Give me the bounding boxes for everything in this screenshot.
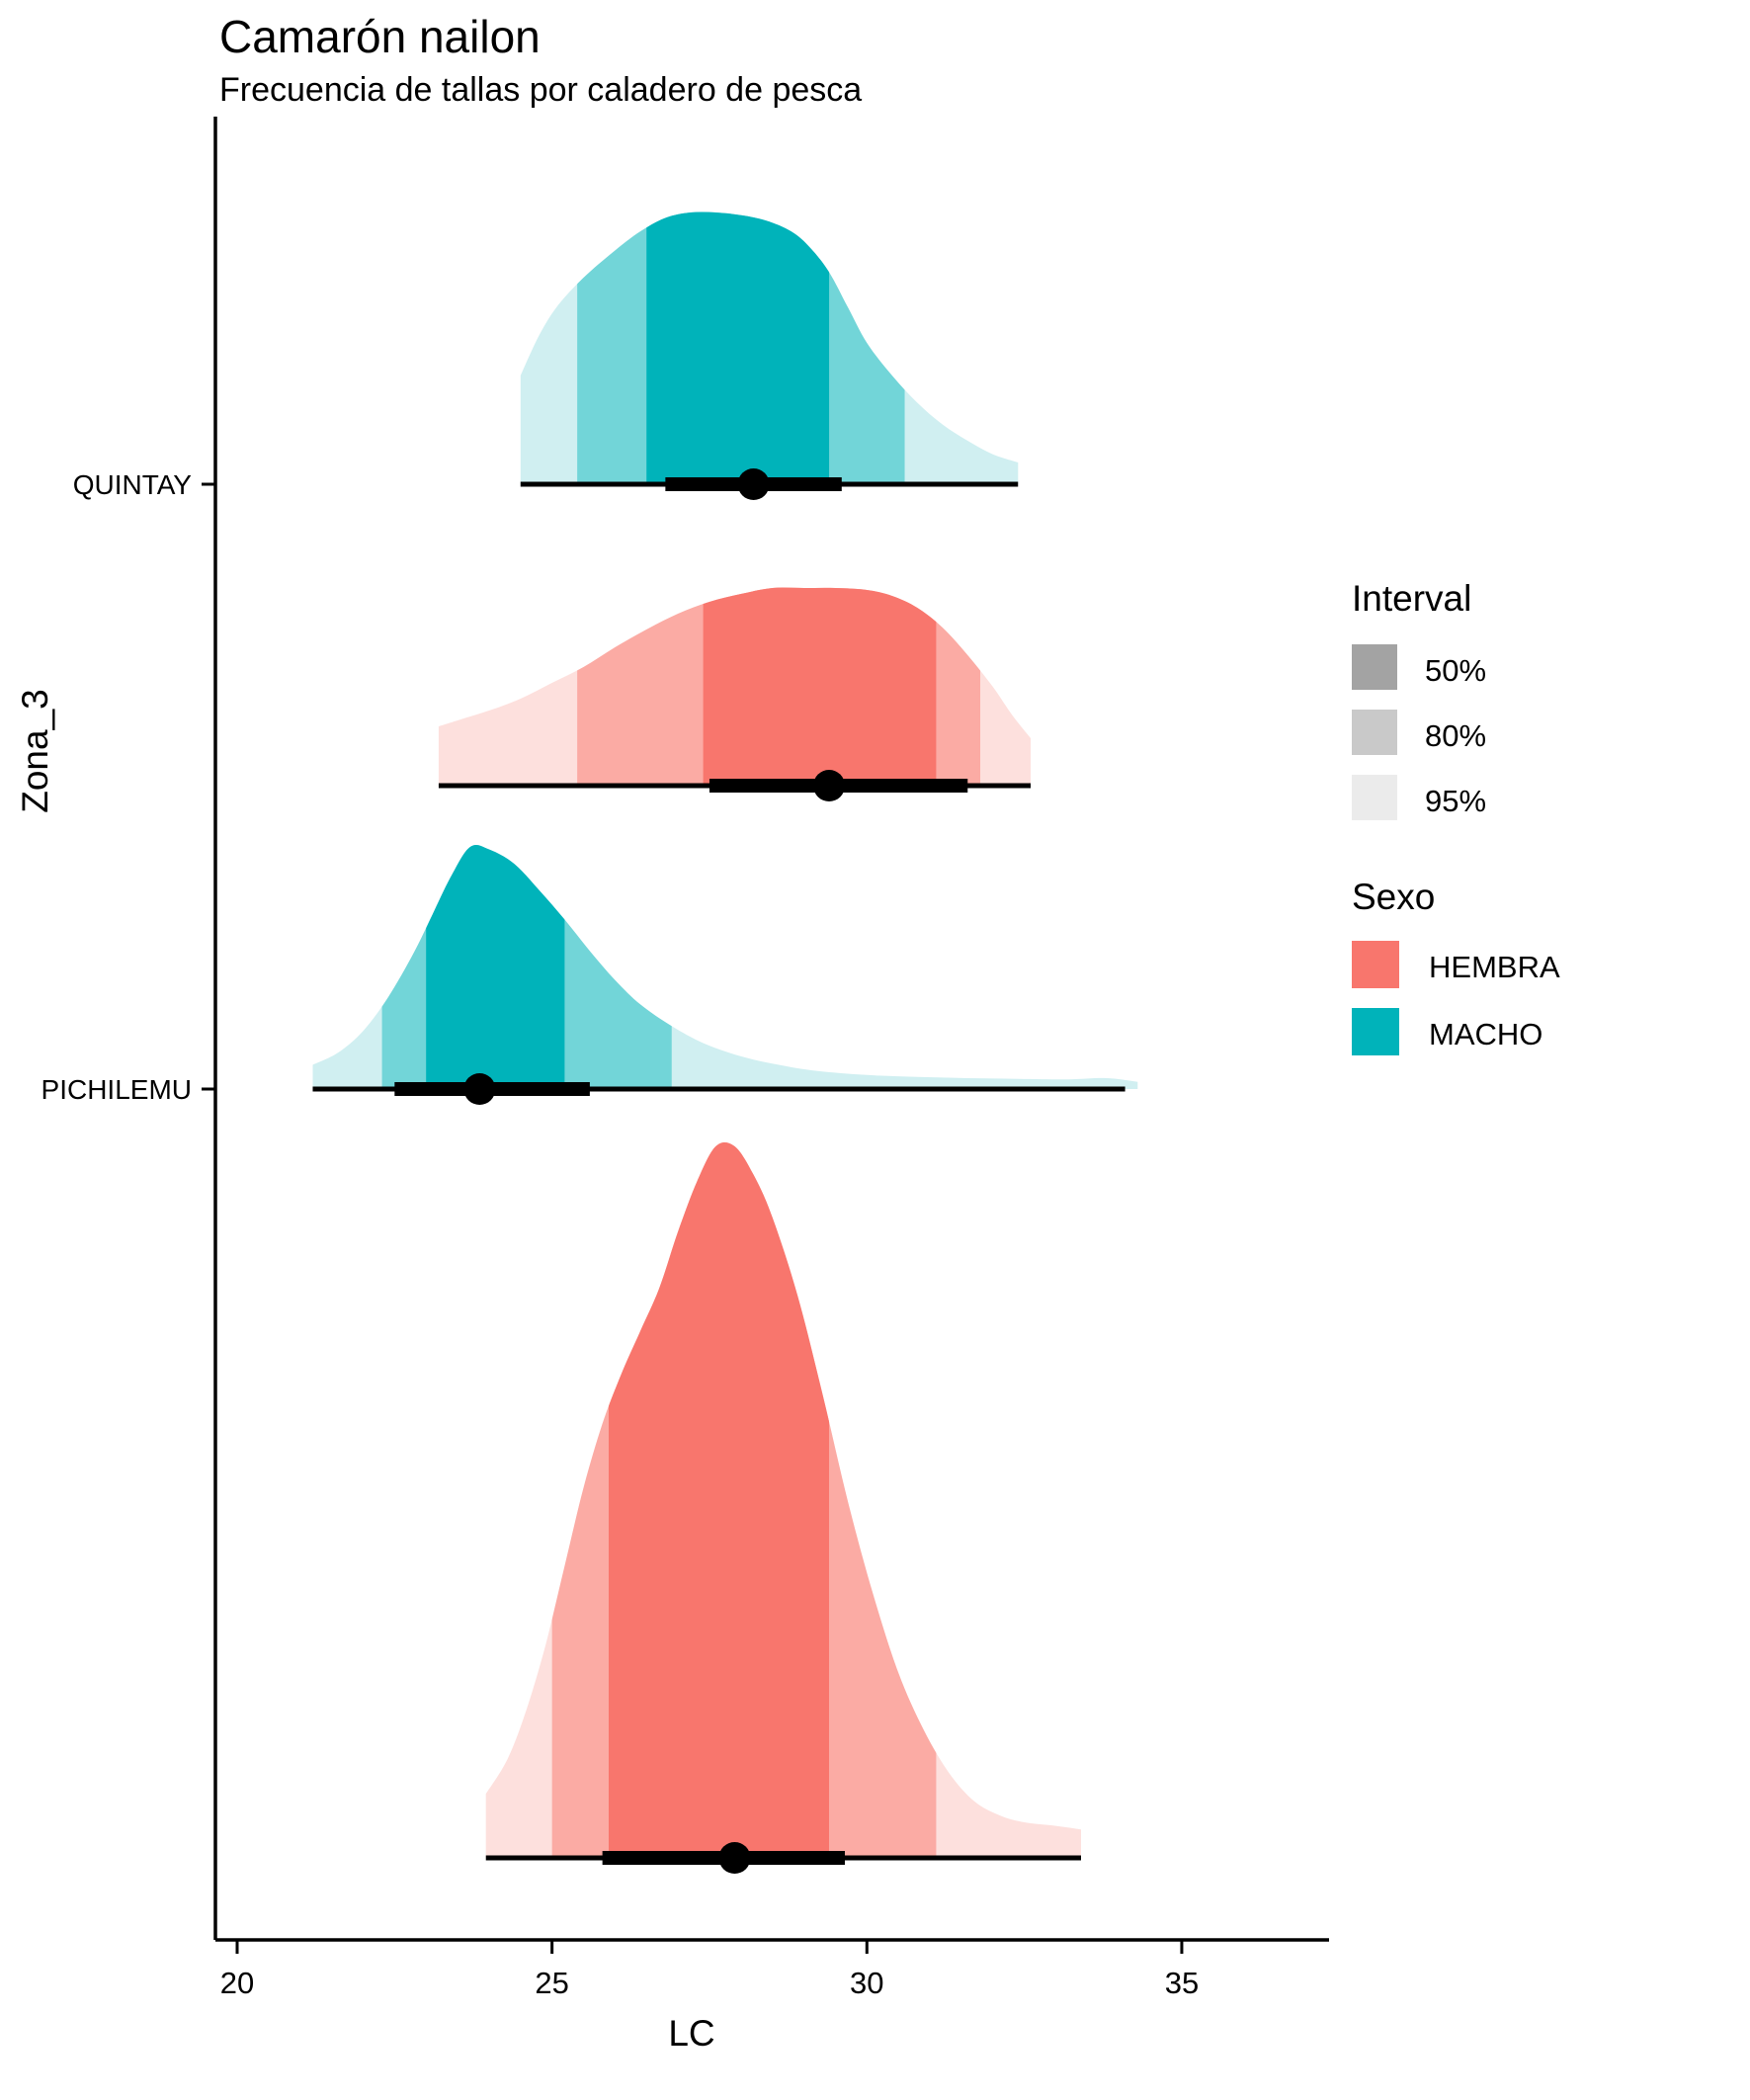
x-axis-title: LC (668, 2013, 714, 2054)
chart-title: Camarón nailon (219, 11, 541, 62)
legend-label-50pct: 50% (1425, 653, 1486, 688)
legend-label-80pct: 80% (1425, 718, 1486, 753)
y-axis-title: Zona_3 (15, 689, 55, 813)
x-tick-label-30: 30 (850, 1966, 883, 2000)
density-band-50-quintay-hembra (703, 587, 937, 786)
x-tick-label-35: 35 (1165, 1966, 1199, 2000)
median-point-pichilemu-hembra (718, 1842, 751, 1874)
density-band-50-pichilemu-macho (426, 845, 565, 1089)
legend-label-95pct: 95% (1425, 784, 1486, 818)
x-tick-label-25: 25 (535, 1966, 568, 2000)
y-tick-label-quintay: QUINTAY (73, 469, 193, 500)
median-point-quintay-hembra (813, 770, 846, 801)
legend-swatch-80pct (1352, 710, 1397, 755)
legend-interval-title: Interval (1352, 578, 1471, 619)
legend-sexo-title: Sexo (1352, 877, 1435, 917)
y-tick-label-pichilemu: PICHILEMU (42, 1074, 192, 1105)
density-band-50-quintay-macho (646, 211, 830, 484)
legend-label-macho: MACHO (1429, 1017, 1542, 1051)
median-point-quintay-macho (737, 468, 770, 500)
legend-label-hembra: HEMBRA (1429, 950, 1560, 984)
density-band-50-pichilemu-hembra (609, 1141, 830, 1858)
median-point-pichilemu-macho (463, 1073, 496, 1105)
legend-swatch-hembra (1352, 941, 1399, 988)
x-tick-label-20: 20 (220, 1966, 254, 2000)
legend-swatch-95pct (1352, 775, 1397, 820)
legend-swatch-macho (1352, 1008, 1399, 1055)
chart-subtitle: Frecuencia de tallas por caladero de pes… (219, 71, 863, 109)
legend-swatch-50pct (1352, 644, 1397, 690)
